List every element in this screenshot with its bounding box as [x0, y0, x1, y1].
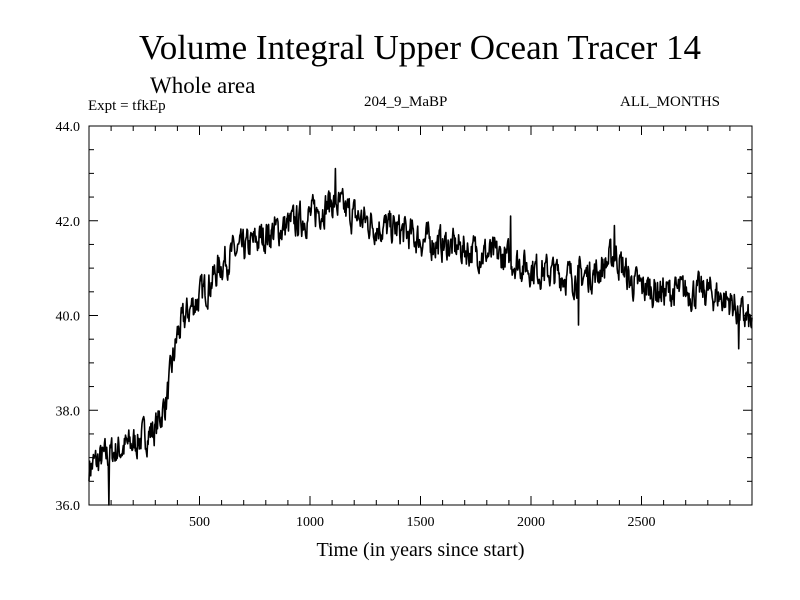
- chart-title: Volume Integral Upper Ocean Tracer 14: [138, 28, 702, 67]
- y-tick-label: 42.0: [56, 215, 81, 230]
- y-tick-label: 44.0: [56, 120, 81, 135]
- chart-subtitle: Whole area: [150, 73, 256, 98]
- x-tick-label: 2500: [628, 515, 656, 530]
- x-tick-label: 1500: [407, 515, 435, 530]
- x-tick-label: 500: [189, 515, 210, 530]
- series-layer: [88, 167, 753, 506]
- x-axis-label: Time (in years since start): [316, 539, 525, 561]
- x-tick-label: 1000: [296, 515, 324, 530]
- tick-labels: 500 1000 1500 2000 2500 36.0 38.0 40.0 42.0 44.0: [56, 120, 656, 530]
- y-tick-label: 40.0: [56, 310, 81, 325]
- axes-frame: [88, 125, 753, 506]
- y-tick-label: 36.0: [56, 499, 81, 514]
- y-tick-label: 38.0: [56, 404, 81, 419]
- x-tick-label: 2000: [517, 515, 545, 530]
- experiment-label: Expt = tfkEp: [88, 98, 166, 114]
- months-label: ALL_MONTHS: [620, 94, 720, 110]
- run-label: 204_9_MaBP: [364, 94, 448, 110]
- series-line: [88, 167, 753, 506]
